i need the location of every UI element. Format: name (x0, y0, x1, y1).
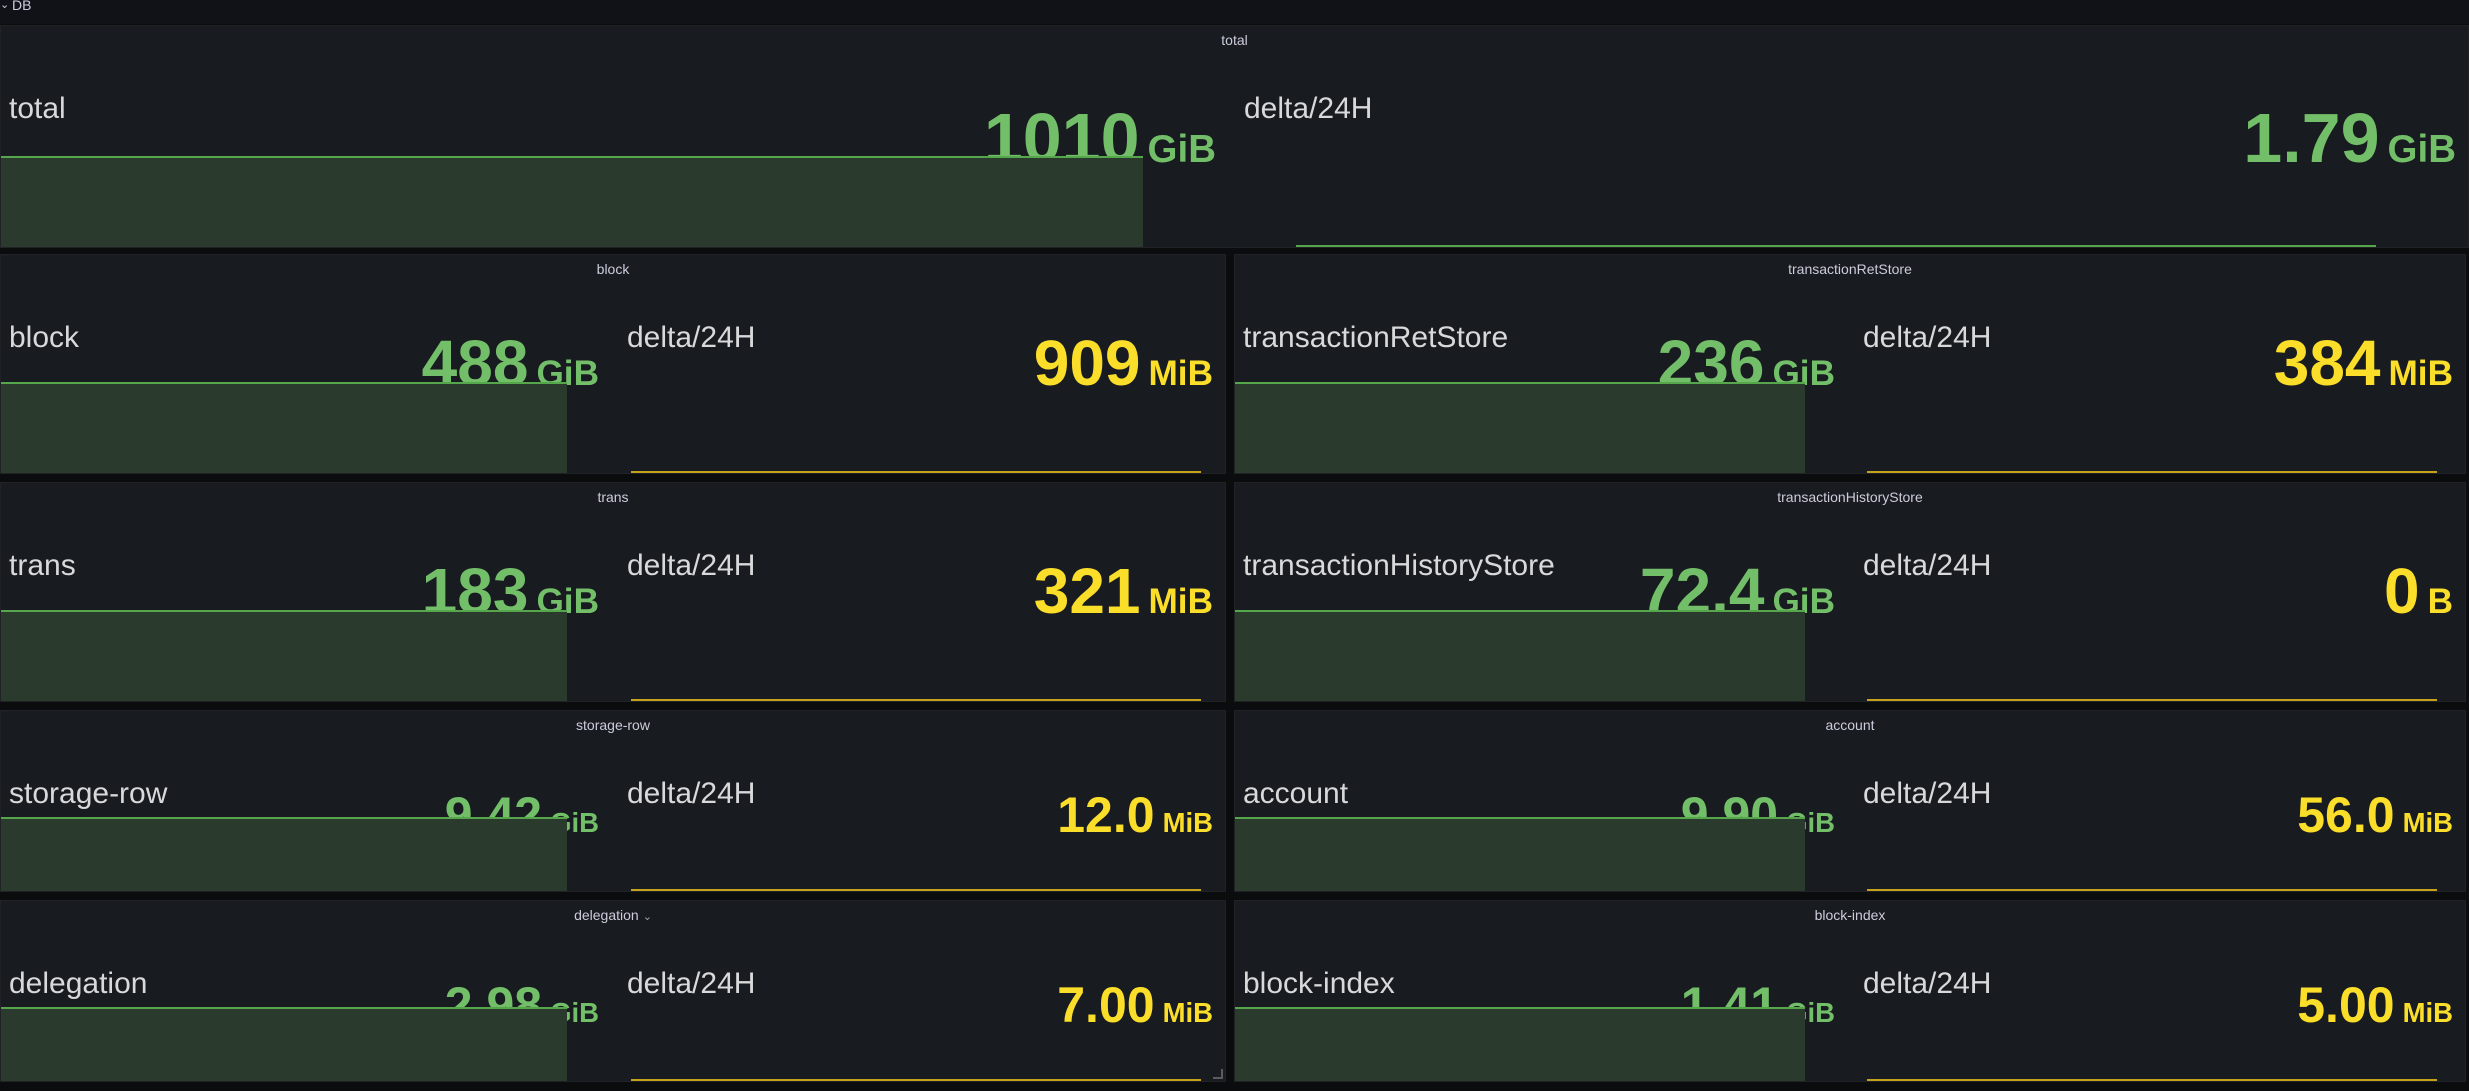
sparkline (1867, 699, 2437, 701)
panel-storage-row[interactable]: storage-row storage-row 9.42 GiB delta/24… (0, 710, 1226, 892)
sparkline (631, 889, 1201, 891)
sparkline (631, 471, 1201, 473)
stat-total: total 1010 GiB (1, 66, 1226, 247)
panel-account[interactable]: account account 9.90 GiB delta/24H 56.0 Mi… (1234, 710, 2466, 892)
panel-delegation[interactable]: delegation ⌄ delegation 2.98 GiB delta/24H… (0, 900, 1226, 1082)
stat-label: delegation (9, 967, 148, 1000)
sparkline (1867, 471, 2437, 473)
sparkline (1867, 889, 2437, 891)
stat-label: transactionRetStore (1243, 321, 1509, 354)
row-header-db[interactable]: ⌄ DB (0, 0, 2469, 24)
panel-title[interactable]: transactionRetStore (1788, 261, 1912, 277)
panel-title[interactable]: block-index (1814, 907, 1886, 923)
stat-trans: trans 183 GiB (1, 523, 609, 701)
stat-total-delta: delta/24H 1.79 GiB (1236, 66, 2466, 247)
panel-transactionHistoryStore[interactable]: transactionHistoryStore transactionHisto… (1234, 482, 2466, 702)
panel-total[interactable]: total total 1010 GiB delta/24H 1.79 GiB (0, 25, 2469, 248)
panel-block[interactable]: block block 488 GiB delta/24H 909 MiB (0, 254, 1226, 474)
stat-delegation: delegation 2.98 GiB (1, 941, 609, 1081)
stat-value: 5.00 MiB (2297, 977, 2453, 1033)
stat-transactionHistoryStore: transactionHistoryStore 72.4 GiB (1235, 523, 1845, 701)
resize-handle[interactable] (1213, 1069, 1223, 1079)
panel-title[interactable]: storage-row (576, 717, 650, 733)
stat-account: account 9.90 GiB (1235, 751, 1845, 891)
panel-block-index[interactable]: block-index block-index 1.41 GiB delta/24… (1234, 900, 2466, 1082)
panel-transactionRetStore[interactable]: transactionRetStore transactionRetStore … (1234, 254, 2466, 474)
chevron-down-icon[interactable]: ⌄ (0, 0, 10, 11)
sparkline-area (1, 382, 567, 473)
stat-value: 321 MiB (1033, 555, 1213, 627)
stat-storage-row-delta: delta/24H 12.0 MiB (619, 751, 1223, 891)
panel-title[interactable]: transactionHistoryStore (1777, 489, 1923, 505)
stat-block: block 488 GiB (1, 295, 609, 473)
stat-label: delta/24H (1863, 321, 1992, 354)
stat-delegation-delta: delta/24H 7.00 MiB (619, 941, 1223, 1081)
panel-title[interactable]: account (1825, 717, 1875, 733)
row-title: DB (12, 0, 32, 13)
panel-title[interactable]: delegation ⌄ (574, 907, 652, 923)
stat-label: account (1243, 777, 1349, 810)
stat-label: delta/24H (1863, 777, 1992, 810)
stat-value: 56.0 MiB (2297, 787, 2453, 843)
stat-label: block (9, 321, 80, 354)
stat-value: 384 MiB (2273, 327, 2453, 399)
stat-transactionRetStore-delta: delta/24H 384 MiB (1855, 295, 2463, 473)
stat-label: block-index (1243, 967, 1395, 1000)
sparkline-area (1235, 1007, 1805, 1081)
panel-title[interactable]: block (596, 261, 630, 277)
stat-label: delta/24H (1863, 967, 1992, 1000)
stat-label: delta/24H (627, 967, 756, 1000)
sparkline-area (1, 156, 1143, 247)
sparkline-area (1, 610, 567, 701)
chevron-down-icon[interactable]: ⌄ (642, 911, 652, 923)
panel-title[interactable]: total (1221, 32, 1248, 48)
stat-label: transactionHistoryStore (1243, 549, 1555, 582)
stat-block-delta: delta/24H 909 MiB (619, 295, 1223, 473)
stat-label: delta/24H (1244, 92, 1373, 125)
stat-label: total (9, 92, 66, 125)
stat-label: delta/24H (627, 549, 756, 582)
stat-value: 7.00 MiB (1057, 977, 1213, 1033)
stat-value: 1.79 GiB (2243, 99, 2456, 177)
stat-label: delta/24H (627, 321, 756, 354)
stat-value: 12.0 MiB (1057, 787, 1213, 843)
stat-label: storage-row (9, 777, 168, 810)
stat-trans-delta: delta/24H 321 MiB (619, 523, 1223, 701)
stat-label: delta/24H (627, 777, 756, 810)
stat-label: trans (9, 549, 76, 582)
stat-block-index: block-index 1.41 GiB (1235, 941, 1845, 1081)
sparkline (631, 1079, 1201, 1081)
stat-transactionRetStore: transactionRetStore 236 GiB (1235, 295, 1845, 473)
sparkline (1867, 1079, 2437, 1081)
sparkline-area (1235, 382, 1805, 473)
stat-account-delta: delta/24H 56.0 MiB (1855, 751, 2463, 891)
panel-title[interactable]: trans (597, 489, 629, 505)
stat-label: delta/24H (1863, 549, 1992, 582)
sparkline-area (1, 817, 567, 891)
sparkline-area (1235, 610, 1805, 701)
stat-block-index-delta: delta/24H 5.00 MiB (1855, 941, 2463, 1081)
sparkline (631, 699, 1201, 701)
sparkline-area (1, 1007, 567, 1081)
panel-trans[interactable]: trans trans 183 GiB delta/24H 321 MiB (0, 482, 1226, 702)
stat-storage-row: storage-row 9.42 GiB (1, 751, 609, 891)
sparkline (1296, 245, 2376, 247)
stat-value: 909 MiB (1033, 327, 1213, 399)
sparkline-area (1235, 817, 1805, 891)
